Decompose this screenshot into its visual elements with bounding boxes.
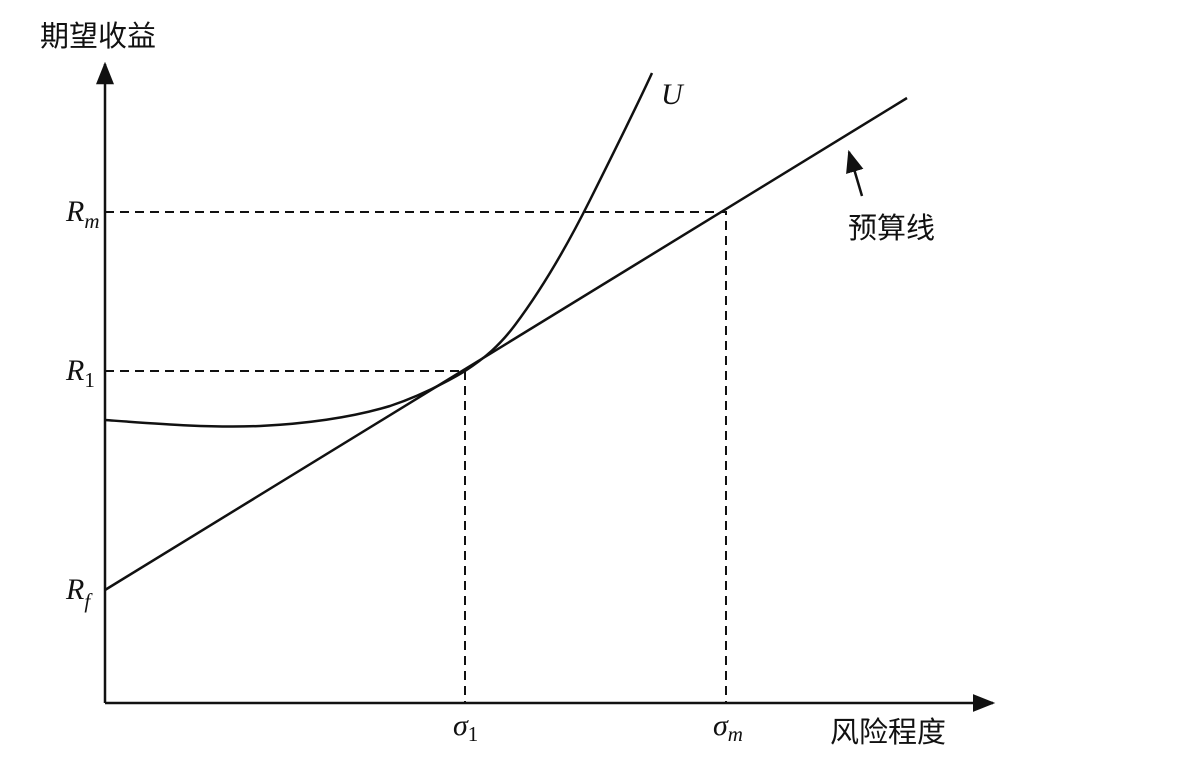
curve-u bbox=[104, 72, 654, 428]
curve-label: U bbox=[661, 78, 685, 111]
guides bbox=[105, 211, 727, 703]
annotation-arrow bbox=[846, 149, 864, 197]
guide-m bbox=[105, 211, 727, 703]
symbol: R bbox=[65, 195, 84, 228]
y-axis-title: 期望收益 bbox=[40, 19, 156, 53]
subscript: f bbox=[84, 589, 93, 613]
symbol: σ bbox=[713, 709, 729, 742]
y-label: Rm bbox=[65, 195, 100, 233]
subscript: 1 bbox=[84, 368, 95, 392]
x-label: σm bbox=[713, 709, 743, 746]
symbol: R bbox=[65, 354, 84, 387]
x-label: σ1 bbox=[453, 709, 478, 746]
budget-line bbox=[104, 96, 908, 592]
y-label: R1 bbox=[65, 354, 95, 392]
guide-1 bbox=[105, 370, 466, 703]
symbol: σ bbox=[453, 709, 469, 742]
subscript: m bbox=[84, 209, 99, 233]
subscript: m bbox=[728, 722, 743, 746]
line-label: 预算线 bbox=[848, 211, 935, 245]
y-label: Rf bbox=[65, 573, 93, 613]
x-axis-title: 风险程度 bbox=[830, 715, 946, 749]
subscript: 1 bbox=[468, 722, 479, 746]
symbol: R bbox=[65, 573, 84, 606]
